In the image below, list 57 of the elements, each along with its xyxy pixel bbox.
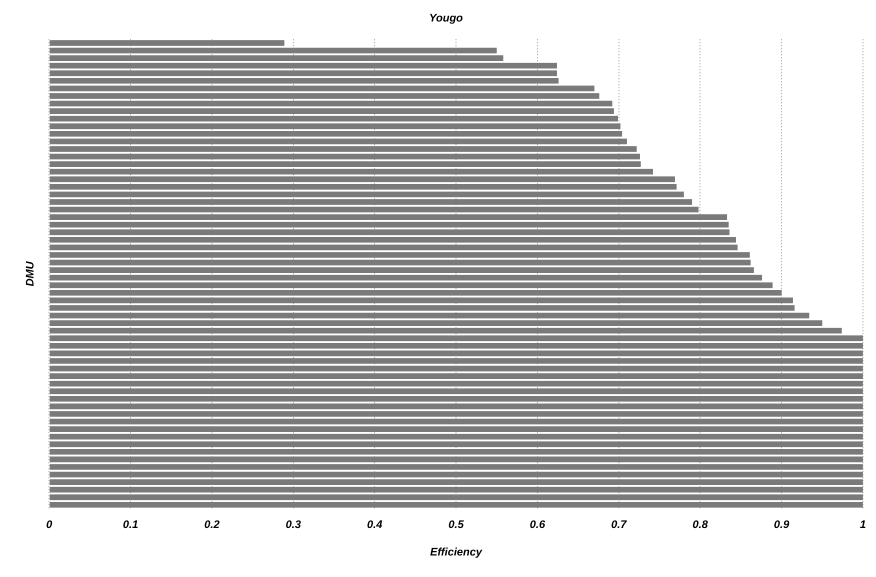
bar — [50, 108, 614, 114]
bar — [50, 404, 863, 410]
bar — [50, 502, 863, 508]
x-tick-label: 0.9 — [774, 519, 790, 532]
bar — [50, 176, 675, 182]
x-tick-label: 0.7 — [611, 519, 628, 532]
bar — [50, 274, 762, 281]
bar — [50, 342, 863, 349]
bar — [50, 192, 684, 198]
bar — [50, 486, 863, 493]
bar — [50, 396, 863, 402]
bar — [50, 373, 863, 379]
bar — [50, 123, 620, 130]
bar — [50, 62, 557, 69]
x-tick-label: 0.6 — [530, 519, 546, 532]
x-axis-title: Efficiency — [430, 546, 483, 558]
bar — [50, 441, 863, 448]
bar — [50, 55, 504, 61]
bar — [50, 78, 559, 84]
x-tick-label: 0.3 — [286, 519, 301, 532]
x-tick-label: 1 — [860, 519, 866, 532]
bar — [50, 236, 736, 243]
bar — [50, 479, 863, 485]
bar — [50, 320, 822, 326]
bar — [50, 282, 773, 288]
bar — [50, 350, 863, 356]
bar — [50, 222, 729, 228]
x-tick-label: 0.5 — [448, 519, 465, 532]
x-tick-label: 0.2 — [204, 519, 220, 532]
bar — [50, 335, 863, 342]
bar — [50, 298, 793, 304]
bar — [50, 244, 738, 250]
bar — [50, 214, 728, 220]
x-tick-label: 0 — [46, 519, 54, 532]
bar — [50, 456, 863, 462]
bar — [50, 388, 863, 394]
bar — [50, 229, 730, 236]
bar — [50, 290, 782, 296]
bar — [50, 116, 618, 122]
bar — [50, 70, 557, 76]
bar — [50, 426, 863, 432]
bar — [50, 161, 641, 167]
bar — [50, 380, 863, 387]
x-tick-label: 0.4 — [367, 519, 382, 532]
bar — [50, 328, 842, 334]
x-tick-label: 0.8 — [692, 519, 709, 532]
bar — [50, 494, 863, 500]
x-tick-label: 0.1 — [122, 519, 138, 532]
y-axis-title: DMU — [24, 260, 37, 286]
chart-title: Yougo — [429, 12, 464, 25]
bar — [50, 131, 622, 137]
bar — [50, 138, 627, 144]
bar — [50, 168, 653, 175]
bar — [50, 434, 863, 440]
bar — [50, 184, 677, 190]
bar — [50, 267, 754, 273]
bar — [50, 448, 863, 455]
